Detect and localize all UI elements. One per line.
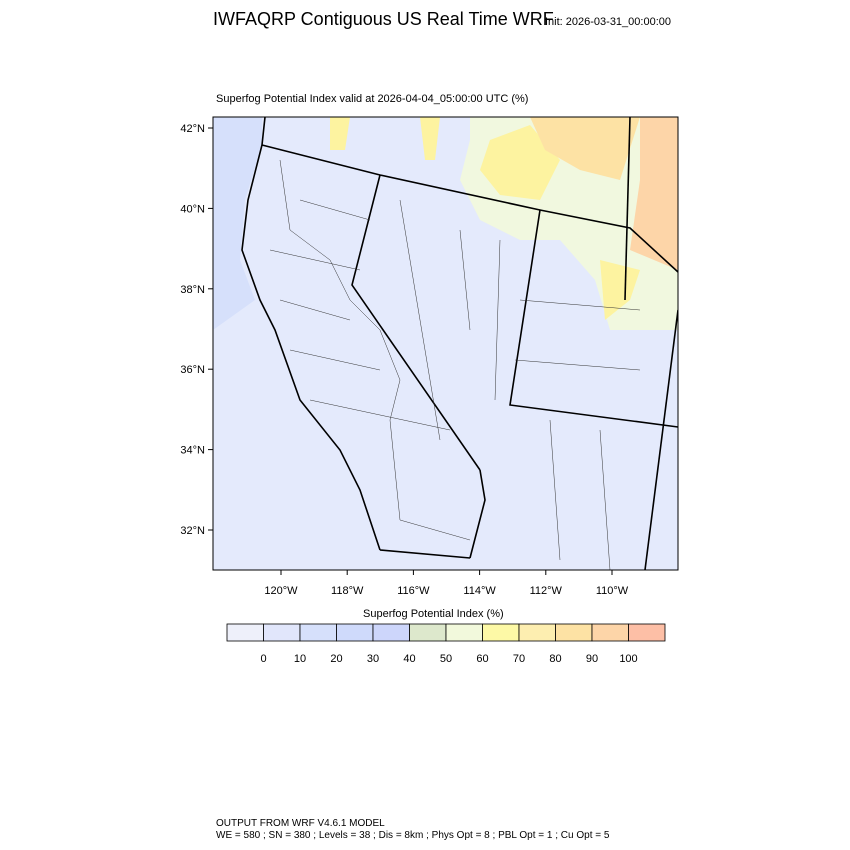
colorbar-tick-label: 60 bbox=[476, 653, 488, 665]
colorbar-box bbox=[336, 623, 374, 642]
colorbar-tick-label: 20 bbox=[330, 653, 342, 665]
footer-line: OUTPUT FROM WRF V4.6.1 MODEL bbox=[216, 818, 385, 829]
map-frame bbox=[212, 116, 679, 571]
colorbar-tick-label: 30 bbox=[367, 653, 379, 665]
colorbar-tick-label: 90 bbox=[586, 653, 598, 665]
fog-field bbox=[330, 117, 440, 160]
colorbar-tick-label: 80 bbox=[549, 653, 561, 665]
colorbar-box bbox=[263, 623, 301, 642]
lon-tick-label: 114°W bbox=[463, 585, 496, 597]
lon-tick-label: 112°W bbox=[530, 585, 563, 597]
colorbar-box bbox=[591, 623, 629, 642]
colorbar-box bbox=[628, 623, 666, 642]
colorbar-box bbox=[555, 623, 593, 642]
lon-tick-label: 118°W bbox=[331, 585, 364, 597]
county-borders bbox=[269, 159, 641, 570]
colorbar-tick-label: 100 bbox=[619, 653, 637, 665]
colorbar-box bbox=[372, 623, 410, 642]
lat-tick-label: 36°N bbox=[180, 364, 205, 376]
lon-tick-label: 110°W bbox=[596, 585, 629, 597]
init-time: Init: 2026-03-31_00:00:00 bbox=[545, 16, 671, 28]
lat-tick-label: 42°N bbox=[180, 123, 205, 135]
lon-tick-label: 120°W bbox=[264, 585, 298, 597]
colorbar-tick-label: 40 bbox=[403, 653, 415, 665]
lat-tick-label: 38°N bbox=[180, 284, 205, 296]
lat-tick-label: 32°N bbox=[180, 525, 205, 537]
lat-tick-label: 34°N bbox=[180, 445, 205, 457]
colorbar-tick-label: 70 bbox=[513, 653, 525, 665]
ocean-shade bbox=[213, 117, 262, 330]
fog-field bbox=[600, 260, 640, 320]
lat-tick-label: 40°N bbox=[180, 203, 205, 215]
footer-line: WE = 580 ; SN = 380 ; Levels = 38 ; Dis … bbox=[216, 830, 610, 841]
colorbar-box bbox=[518, 623, 556, 642]
colorbar-label: Superfog Potential Index (%) bbox=[363, 608, 504, 620]
map-title: Superfog Potential Index valid at 2026-0… bbox=[216, 93, 528, 105]
colorbar-box bbox=[299, 623, 337, 642]
state-borders bbox=[241, 117, 678, 570]
colorbar-box bbox=[409, 623, 447, 642]
fog-field bbox=[530, 117, 640, 180]
colorbar-box bbox=[226, 623, 264, 642]
map-area bbox=[213, 117, 678, 570]
lon-tick-label: 116°W bbox=[397, 585, 430, 597]
colorbar-tick-label: 10 bbox=[294, 653, 306, 665]
colorbar-box bbox=[482, 623, 520, 642]
colorbar-tick-label: 50 bbox=[440, 653, 452, 665]
main-title: IWFAQRP Contiguous US Real Time WRF bbox=[213, 9, 554, 29]
fog-field bbox=[480, 125, 560, 200]
colorbar-box bbox=[445, 623, 483, 642]
fog-field bbox=[630, 117, 678, 270]
colorbar-tick-label: 0 bbox=[260, 653, 266, 665]
